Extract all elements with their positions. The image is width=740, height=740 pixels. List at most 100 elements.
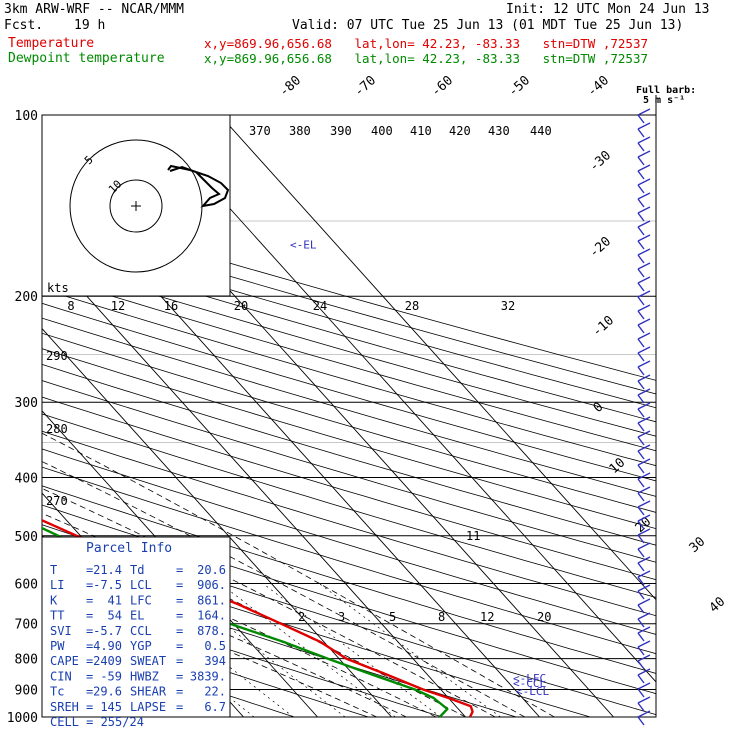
wind-barb	[637, 360, 651, 368]
parcel-key: TT	[50, 609, 64, 623]
level-label: <-LFC	[513, 672, 546, 685]
wind-barb-flag	[637, 702, 645, 712]
legend-dewpoint-location: x,y=869.96,656.68 lat,lon= 42.23, -83.33…	[204, 51, 649, 66]
dry-adiabat	[42, 220, 656, 395]
parcel-value: 20.6	[197, 563, 226, 577]
parcel-eq: =	[86, 593, 93, 607]
pressure-label: 300	[15, 396, 38, 411]
mixing-ratio-label: 12	[480, 610, 494, 624]
parcel-value: -7.5	[93, 578, 122, 592]
parcel-key: SVI	[50, 624, 72, 638]
wind-barb	[637, 682, 651, 690]
parcel-key: K	[50, 593, 58, 607]
parcel-eq: =	[176, 593, 183, 607]
pressure-label: 1000	[7, 711, 38, 726]
hodograph-speed-label: 8	[67, 299, 74, 313]
isotherm-label: -60	[429, 73, 456, 100]
parcel-value: -5.7	[93, 624, 122, 638]
parcel-value: 906.	[197, 578, 226, 592]
level-label: <-CCL	[513, 677, 546, 690]
dry-adiabat	[42, 274, 656, 452]
wind-barb-flag	[637, 632, 645, 642]
hodograph-speed-label: 32	[501, 299, 515, 313]
wind-barb-flag	[637, 422, 645, 432]
wind-barb	[637, 430, 651, 438]
moist-adiabat	[42, 432, 555, 717]
parcel-eq: =	[86, 639, 93, 653]
isotherm-line	[219, 115, 656, 601]
dry-adiabat	[42, 448, 656, 635]
theta-label: 440	[530, 124, 552, 138]
theta-label: 270	[46, 494, 68, 508]
wind-barb-flag	[637, 324, 645, 334]
parcel-eq: =	[176, 624, 183, 638]
parcel-eq: =	[176, 700, 183, 714]
wind-barb-flag	[637, 618, 645, 628]
parcel-info-title: Parcel Info	[86, 541, 172, 556]
parcel-key: PW	[50, 639, 65, 653]
legend-dewpoint-label: Dewpoint temperature	[8, 51, 165, 66]
dry-adiabat	[42, 332, 656, 513]
wind-barb	[637, 276, 651, 284]
dry-adiabat	[42, 302, 656, 482]
parcel-eq: =	[86, 563, 93, 577]
hodograph-speed-label: 16	[164, 299, 178, 313]
theta-label: 390	[330, 124, 352, 138]
parcel-eq: =	[86, 669, 93, 683]
wind-barb	[637, 514, 651, 522]
wind-barb-flag	[637, 352, 645, 362]
theta-label: 430	[488, 124, 510, 138]
wind-barb	[637, 696, 651, 704]
wind-barb	[637, 374, 651, 382]
parcel-cell: CELL = 255/24	[50, 715, 144, 729]
wind-barb	[637, 416, 651, 424]
wind-barb-flag	[637, 646, 645, 656]
barb-legend-value: 5 m s⁻¹	[643, 95, 685, 106]
wind-barb-flag	[637, 674, 645, 684]
parcel-value: -59	[100, 669, 122, 683]
parcel-value: 3839.	[190, 669, 226, 683]
wind-barb-flag	[637, 436, 645, 446]
wind-barb	[637, 626, 651, 634]
isotherm-line	[42, 245, 466, 717]
dry-adiabat	[42, 587, 443, 717]
wind-barb-flag	[637, 576, 645, 586]
parcel-eq: =	[176, 578, 183, 592]
parcel-value: 164.	[197, 609, 226, 623]
wind-barb-flag	[637, 268, 645, 278]
wind-barb-flag	[637, 282, 645, 292]
wind-barb-flag	[637, 114, 645, 124]
wind-barb-flag	[637, 226, 645, 236]
parcel-key: LFC	[130, 593, 152, 607]
parcel-key: HWBZ	[130, 669, 159, 683]
moist-adiabat	[42, 512, 466, 717]
wind-barb	[637, 486, 651, 494]
parcel-value: 861.	[197, 593, 226, 607]
wind-barb	[637, 528, 651, 536]
parcel-value: 4.90	[93, 639, 122, 653]
parcel-value: 22.	[204, 685, 226, 699]
parcel-key: CIN	[50, 669, 72, 683]
wind-barb-flag	[637, 212, 645, 222]
wind-barb	[637, 710, 651, 718]
isotherm-label: -30	[587, 148, 614, 175]
mixing-ratio-label: 8	[438, 610, 445, 624]
parcel-key: CAPE	[50, 654, 79, 668]
wind-barb-flag	[637, 408, 645, 418]
wind-barb-flag	[637, 464, 645, 474]
wind-barb	[637, 570, 651, 578]
wind-barb-flag	[637, 142, 645, 152]
parcel-value: 54	[108, 609, 122, 623]
wind-barb-flag	[637, 254, 645, 264]
parcel-value: 29.6	[93, 685, 122, 699]
wind-barb	[637, 542, 651, 550]
pressure-label: 200	[15, 290, 38, 305]
isotherm-label: -10	[590, 313, 617, 340]
theta-label: 380	[289, 124, 311, 138]
parcel-key: CCL	[130, 624, 152, 638]
wind-barb-flag	[637, 688, 645, 698]
wind-barb	[637, 304, 651, 312]
dry-adiabat	[42, 348, 656, 530]
wind-barb	[637, 598, 651, 606]
